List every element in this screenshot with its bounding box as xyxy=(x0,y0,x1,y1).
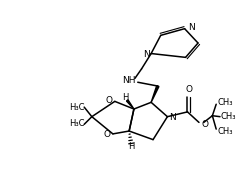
Text: CH₃: CH₃ xyxy=(217,98,233,107)
Text: O: O xyxy=(106,96,113,105)
Text: H: H xyxy=(122,93,128,102)
Text: CH₃: CH₃ xyxy=(221,112,237,121)
Text: N: N xyxy=(143,50,150,59)
Text: O: O xyxy=(186,85,193,94)
Text: H: H xyxy=(128,142,134,151)
Text: N: N xyxy=(169,113,176,122)
Text: CH₃: CH₃ xyxy=(217,127,233,135)
Polygon shape xyxy=(127,100,134,109)
Text: H₃C: H₃C xyxy=(69,103,84,112)
Text: O: O xyxy=(202,120,209,129)
Polygon shape xyxy=(151,86,159,102)
Text: H₃C: H₃C xyxy=(69,119,84,128)
Text: NH: NH xyxy=(122,76,136,85)
Text: N: N xyxy=(188,23,195,32)
Text: O: O xyxy=(104,130,111,139)
